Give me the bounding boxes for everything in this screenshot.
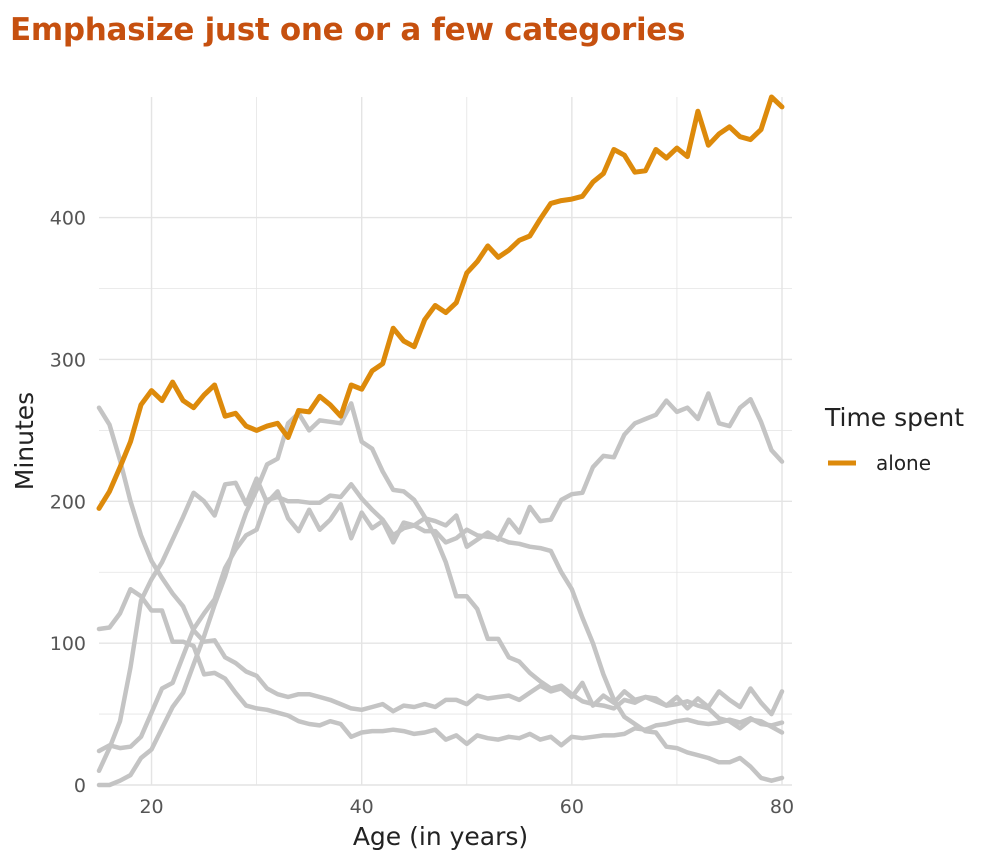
- chart-title: Emphasize just one or a few categories: [10, 12, 686, 48]
- legend: Time spent alone: [824, 403, 964, 475]
- x-tick-label: 20: [139, 796, 163, 818]
- x-tick-label: 80: [770, 796, 794, 818]
- y-axis-title: Minutes: [10, 392, 39, 490]
- grid-lines: [99, 97, 792, 786]
- y-tick-label: 200: [50, 491, 86, 513]
- context-series-line-3: [96, 391, 785, 774]
- y-tick-label: 300: [50, 349, 86, 371]
- context-series-group: [96, 391, 785, 788]
- highlight-series-group: [96, 94, 785, 511]
- context-series-line-4: [96, 482, 785, 783]
- legend-title: Time spent: [824, 403, 964, 432]
- tick-labels: 20 40 60 80 0 100 200 300 400: [50, 208, 794, 818]
- y-tick-label: 100: [50, 633, 86, 655]
- legend-label-alone: alone: [876, 451, 931, 475]
- x-axis-title: Age (in years): [353, 822, 528, 851]
- context-series-line-5: [96, 401, 785, 788]
- series-line-alone: [96, 94, 785, 511]
- context-series-line-2: [96, 586, 785, 748]
- x-tick-label: 40: [350, 796, 374, 818]
- x-tick-label: 60: [560, 796, 584, 818]
- y-tick-label: 400: [50, 208, 86, 230]
- y-tick-label: 0: [74, 775, 86, 797]
